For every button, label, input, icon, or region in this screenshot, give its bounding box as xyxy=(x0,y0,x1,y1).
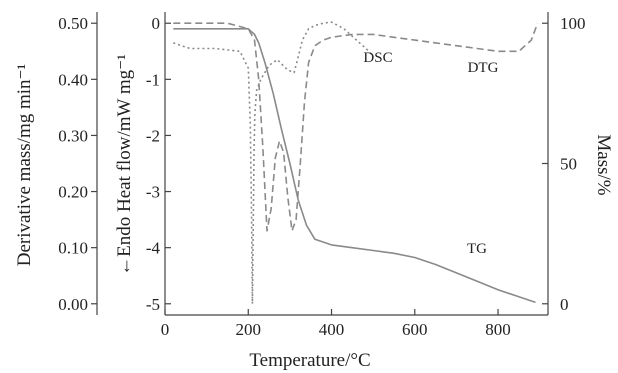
inner-left-tick-label: -3 xyxy=(146,183,160,202)
label-layer: 0.00 0.10 0.20 0.30 0.40 0.50 -5 -4 -3 -2 -1 0 0 50 10… xyxy=(14,14,614,371)
outer-left-tick-label: 0.00 xyxy=(58,295,88,314)
series-line-tg xyxy=(173,27,536,304)
outer-left-axis-title: Derivative mass/mg min⁻¹ xyxy=(14,63,35,266)
right-axis-title: Mass/% xyxy=(593,134,614,195)
right-tick-label: 0 xyxy=(560,295,569,314)
inner-left-tick-label: -1 xyxy=(146,70,160,89)
annotation-tg: TG xyxy=(467,241,487,257)
outer-left-tick-label: 0.30 xyxy=(58,126,88,145)
x-tick-label: 800 xyxy=(485,320,511,339)
inner-left-axis-title: ←Endo Heat flow/mW mg⁻¹ xyxy=(114,54,135,276)
x-tick-label: 400 xyxy=(319,320,345,339)
outer-left-tick-label: 0.40 xyxy=(58,70,88,89)
x-axis-title: Temperature/°C xyxy=(249,350,370,371)
inner-left-tick-label: -4 xyxy=(146,239,161,258)
inner-left-tick-label: 0 xyxy=(152,14,161,33)
series-line-dsc xyxy=(173,21,374,305)
annotation-dtg: DTG xyxy=(468,60,499,76)
inner-left-tick-label: -5 xyxy=(146,295,160,314)
inner-left-tick-label: -2 xyxy=(146,126,160,145)
right-tick-label: 50 xyxy=(560,155,577,174)
outer-left-tick-label: 0.20 xyxy=(58,183,88,202)
annotation-dsc: DSC xyxy=(363,50,392,66)
series-line-dtg xyxy=(173,22,539,232)
axes xyxy=(91,12,549,316)
outer-left-tick-label: 0.10 xyxy=(58,239,88,258)
x-tick-label: 200 xyxy=(236,320,262,339)
outer-left-tick-label: 0.50 xyxy=(58,14,88,33)
x-tick-label: 600 xyxy=(402,320,428,339)
right-tick-label: 100 xyxy=(560,14,586,33)
x-tick-label: 0 xyxy=(161,320,170,339)
series-layer xyxy=(173,21,539,305)
